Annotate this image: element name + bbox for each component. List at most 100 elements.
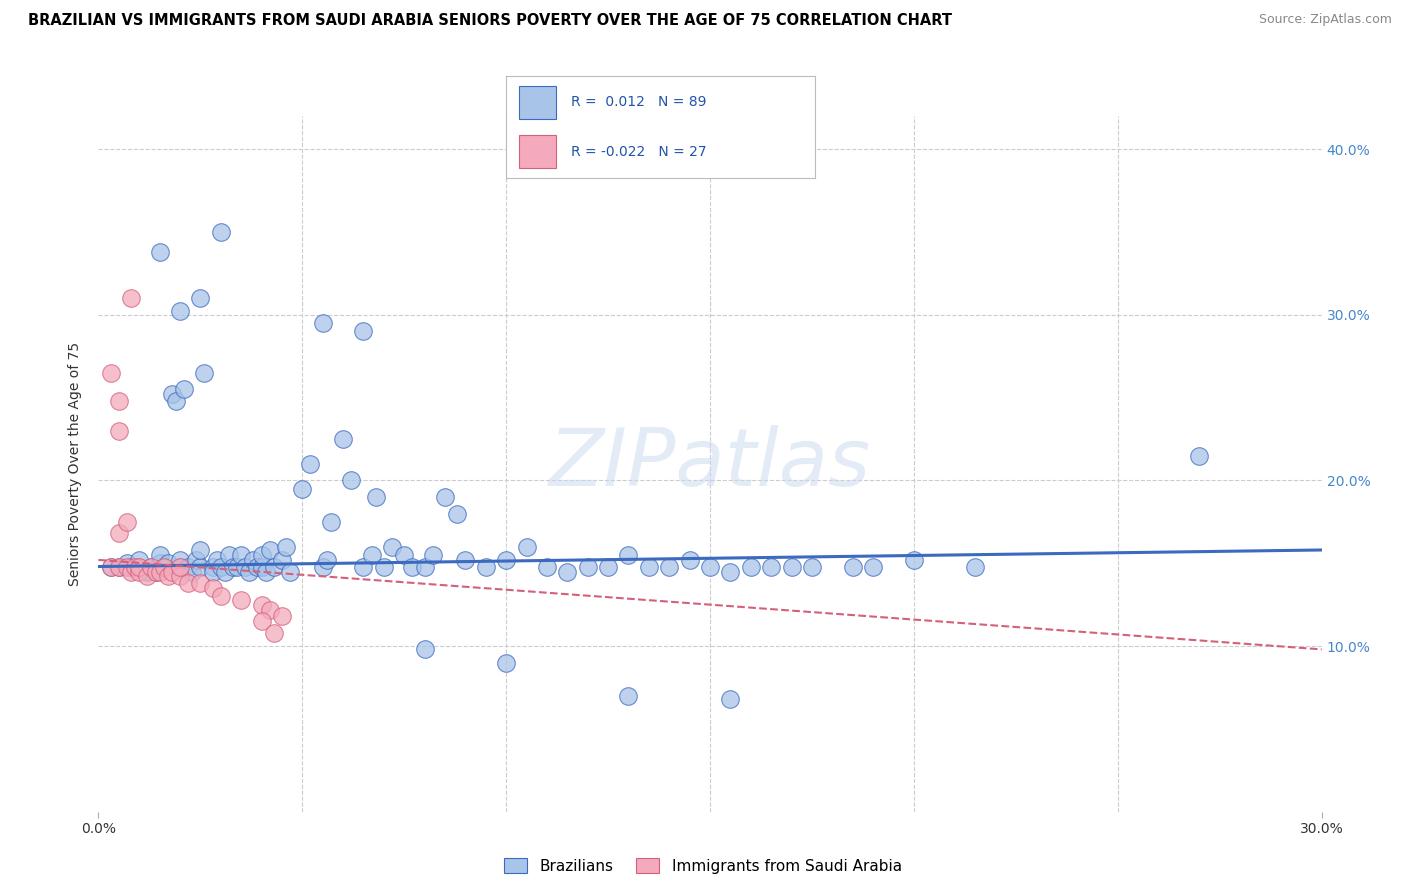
- Point: [188, 559, 212, 574]
- Point: [108, 526, 131, 541]
- Point: [246, 559, 269, 574]
- Point: [108, 424, 131, 438]
- Point: [516, 540, 538, 554]
- Point: [1188, 449, 1211, 463]
- Point: [152, 559, 174, 574]
- Point: [340, 474, 363, 488]
- Text: R =  0.012   N = 89: R = 0.012 N = 89: [571, 95, 707, 110]
- Point: [160, 387, 183, 401]
- Point: [422, 548, 444, 562]
- Point: [474, 559, 498, 574]
- Point: [149, 565, 172, 579]
- Point: [156, 569, 179, 583]
- Point: [173, 382, 195, 396]
- Point: [617, 548, 640, 562]
- FancyBboxPatch shape: [519, 136, 555, 168]
- Point: [188, 576, 212, 591]
- Legend: Brazilians, Immigrants from Saudi Arabia: Brazilians, Immigrants from Saudi Arabia: [498, 852, 908, 880]
- Point: [128, 565, 150, 579]
- Point: [209, 559, 232, 574]
- Point: [149, 548, 172, 562]
- Point: [188, 291, 212, 305]
- Point: [169, 569, 191, 583]
- Point: [124, 559, 146, 574]
- Point: [373, 559, 395, 574]
- Point: [270, 609, 294, 624]
- FancyBboxPatch shape: [519, 87, 555, 119]
- Point: [291, 482, 314, 496]
- Point: [209, 590, 232, 604]
- Point: [250, 598, 273, 612]
- Point: [100, 559, 122, 574]
- Point: [720, 565, 742, 579]
- Point: [254, 565, 277, 579]
- Point: [136, 569, 159, 583]
- Point: [115, 556, 138, 570]
- Point: [218, 548, 240, 562]
- Point: [250, 548, 273, 562]
- Point: [274, 540, 297, 554]
- Point: [169, 559, 191, 574]
- Point: [128, 553, 150, 567]
- Point: [214, 565, 236, 579]
- Text: ZIPatlas: ZIPatlas: [548, 425, 872, 503]
- Point: [115, 515, 138, 529]
- Text: Source: ZipAtlas.com: Source: ZipAtlas.com: [1258, 13, 1392, 27]
- Point: [120, 291, 142, 305]
- Point: [270, 553, 294, 567]
- Point: [495, 656, 517, 670]
- Point: [679, 553, 702, 567]
- Point: [156, 556, 179, 570]
- Point: [169, 304, 191, 318]
- Point: [145, 565, 167, 579]
- Point: [312, 316, 335, 330]
- Point: [658, 559, 681, 574]
- Point: [536, 559, 558, 574]
- Point: [319, 515, 342, 529]
- Point: [177, 576, 200, 591]
- Point: [263, 625, 285, 640]
- Point: [231, 592, 253, 607]
- Point: [209, 225, 232, 239]
- Point: [169, 559, 191, 574]
- Point: [165, 393, 187, 408]
- Point: [392, 548, 416, 562]
- Point: [100, 366, 122, 380]
- Point: [141, 559, 163, 574]
- Point: [413, 559, 436, 574]
- Point: [259, 602, 281, 616]
- Point: [598, 559, 620, 574]
- Point: [965, 559, 987, 574]
- Point: [120, 559, 142, 574]
- Point: [332, 432, 354, 446]
- Point: [299, 457, 322, 471]
- Point: [381, 540, 404, 554]
- Point: [401, 559, 423, 574]
- Point: [740, 559, 762, 574]
- Point: [222, 559, 245, 574]
- Point: [761, 559, 783, 574]
- Point: [115, 559, 138, 574]
- Point: [454, 553, 477, 567]
- Point: [108, 393, 131, 408]
- Point: [312, 559, 335, 574]
- Point: [141, 559, 163, 574]
- Point: [186, 553, 208, 567]
- Point: [495, 553, 517, 567]
- Point: [193, 366, 215, 380]
- Point: [638, 559, 661, 574]
- Point: [413, 642, 436, 657]
- Point: [903, 553, 925, 567]
- Point: [238, 565, 260, 579]
- Point: [169, 553, 191, 567]
- Point: [108, 559, 131, 574]
- Point: [242, 553, 264, 567]
- Point: [446, 507, 468, 521]
- Text: R = -0.022   N = 27: R = -0.022 N = 27: [571, 145, 707, 159]
- Point: [231, 548, 253, 562]
- Point: [250, 559, 273, 574]
- Point: [862, 559, 884, 574]
- Point: [128, 559, 150, 574]
- Point: [160, 565, 183, 579]
- Point: [149, 556, 172, 570]
